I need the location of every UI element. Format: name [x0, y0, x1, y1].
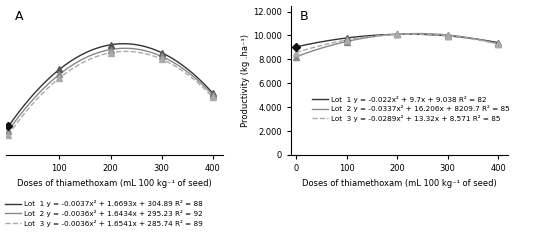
- Text: B: B: [300, 10, 308, 23]
- Legend: Lot  1 y = -0.022x² + 9.7x + 9.038 R² = 82, Lot  2 y = -0.0337x² + 16.206x + 820: Lot 1 y = -0.022x² + 9.7x + 9.038 R² = 8…: [312, 96, 510, 122]
- X-axis label: Doses of thiamethoxam (mL 100 kg⁻¹ of seed): Doses of thiamethoxam (mL 100 kg⁻¹ of se…: [17, 178, 212, 188]
- Y-axis label: Productivity (kg .ha⁻¹): Productivity (kg .ha⁻¹): [241, 34, 251, 127]
- Legend: Lot  1 y = -0.0037x² + 1.6693x + 304.89 R² = 88, Lot  2 y = -0.0036x² + 1.6434x : Lot 1 y = -0.0037x² + 1.6693x + 304.89 R…: [5, 200, 202, 226]
- X-axis label: Doses of thiamethoxam (mL 100 kg⁻¹ of seed): Doses of thiamethoxam (mL 100 kg⁻¹ of se…: [302, 178, 497, 188]
- Text: A: A: [15, 10, 23, 23]
